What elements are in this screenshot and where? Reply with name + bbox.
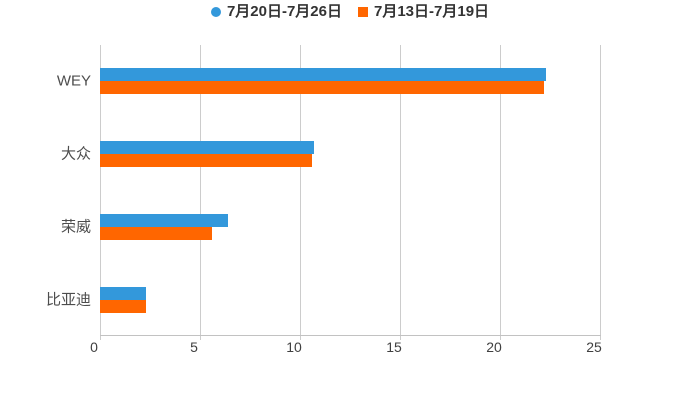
bar-series1-cat4: [100, 286, 146, 300]
x-axis-tick: [500, 336, 501, 340]
gridline-x20: [500, 45, 501, 336]
x-axis-tick: [400, 336, 401, 340]
x-axis-tick-label: 25: [586, 339, 602, 355]
x-axis-tick: [100, 336, 101, 340]
plot-area: 0 5 10 15 20 25 WEY 大众荣威比亚迪: [46, 45, 602, 354]
bar-series1-cat2: [100, 141, 314, 155]
x-axis-tick: [300, 336, 301, 340]
gridline-x10: [300, 45, 301, 336]
legend-item-2[interactable]: 7月13日-7月19日: [358, 4, 489, 19]
bar-series1-cat1: [100, 68, 546, 82]
y-axis-label-4: 比亚迪: [45, 291, 91, 309]
gridline-x25: [600, 45, 601, 336]
legend-item-1[interactable]: 7月20日-7月26日: [210, 3, 342, 20]
bar-series2-cat2: [100, 154, 312, 168]
legend-label: 7月13日-7月19日: [374, 3, 490, 20]
y-axis-label-1: WEY: [56, 72, 91, 90]
square-legend-marker-icon: [358, 6, 368, 17]
x-axis-tick-label: 5: [190, 339, 198, 355]
circle-legend-marker-icon: [210, 6, 221, 17]
bar-series1-cat3: [100, 213, 228, 227]
y-axis-label-2: 大众: [60, 145, 91, 163]
x-axis-tick-label: 20: [486, 339, 502, 355]
legend-label: 7月20日-7月26日: [226, 3, 342, 20]
chart-legend: 7月20日-7月26日 7月13日-7月19日: [0, 4, 700, 19]
gridline-x5: [200, 45, 201, 336]
bar-series2-cat4: [100, 299, 146, 313]
x-axis-tick-label: 10: [286, 339, 302, 355]
bar-series2-cat3: [100, 226, 212, 240]
x-axis-line: [100, 335, 601, 336]
y-axis-label-3: 荣威: [60, 218, 91, 236]
gridline-x15: [400, 45, 401, 336]
x-axis-tick-label: 15: [386, 339, 402, 355]
x-axis-tick: [600, 336, 601, 340]
x-axis-tick-label: 0: [90, 339, 98, 355]
bar-series2-cat1: [100, 81, 544, 95]
gridline-x0: [100, 45, 101, 336]
x-axis-tick: [200, 336, 201, 340]
